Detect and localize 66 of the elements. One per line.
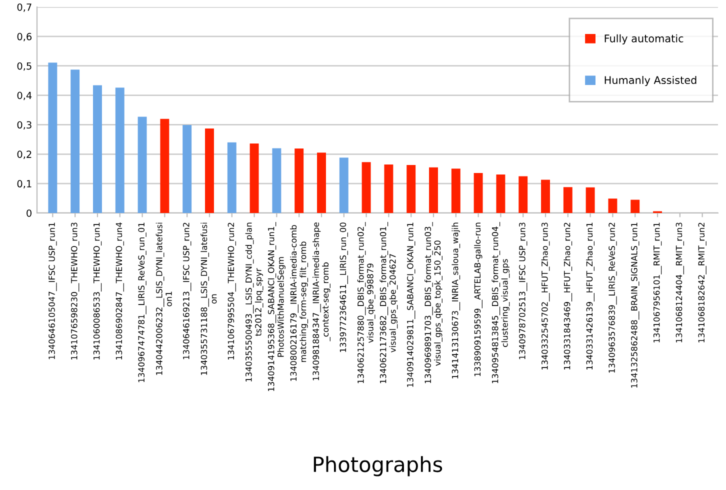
- x-tick-label: 1340981884347__INRIA-imedia-shape_context-seg_romb: [312, 222, 330, 380]
- x-tick-label: 1341325862488__BRAIN_SIGNALS_run1: [631, 222, 640, 388]
- x-tick-label: 1340963576839__LIRIS_ReVeS_run2: [608, 222, 617, 373]
- y-tick-label: 0,3: [17, 121, 32, 130]
- bar: [205, 128, 214, 213]
- bar: [362, 162, 371, 213]
- x-axis-title: Photographs: [314, 456, 442, 476]
- bar: [272, 148, 282, 213]
- x-tick-label: 1341068182642__RMIT_run2: [698, 222, 706, 342]
- bar: [384, 164, 394, 213]
- bar: [518, 176, 528, 213]
- x-tick-label: 1340914029811__SABANCI_OKAN_run1: [407, 222, 416, 387]
- x-tick-label: 1340646105047__IFSC USP_run1: [48, 222, 57, 360]
- bar: [496, 174, 506, 213]
- bar: [250, 144, 259, 213]
- bar: [294, 148, 304, 213]
- bar: [406, 165, 416, 213]
- x-tick-label: 1340331843469__HFUT_Zhao_run2: [564, 222, 572, 370]
- bar: [586, 187, 595, 213]
- x-tick-label: 1340355500493__LSIS_DYNI_cdd_plants2012_lpq_spyr: [245, 222, 264, 382]
- x-tick-label: 1340800216179__INRIA-imedia-comb matching_form-seg_filt_romb: [290, 225, 308, 381]
- y-tick-label: 0,4: [17, 92, 32, 100]
- bar: [429, 167, 438, 213]
- bar: [93, 85, 102, 213]
- x-tick-label: 1341067995504__THEWHO_run2: [228, 222, 236, 360]
- x-tick-label: 1340967474781__LIRIS_ReVeS_run_01: [138, 222, 146, 382]
- bar: [317, 152, 326, 213]
- x-tick-label: 1341413130673__INRIA_saloua_wajih: [452, 222, 460, 378]
- x-tick-label: 1340978702513__IFSC USP_run3: [519, 222, 528, 360]
- y-tick-label: 0: [26, 209, 32, 217]
- x-tick-label: 1340646169213__IFSC USP_run2: [183, 222, 192, 360]
- x-tick-label: 1340331426139__HFUT_Zhao_run1: [586, 222, 594, 370]
- bar: [48, 62, 58, 213]
- x-tick-label: 1341076598230__THEWHO_run3: [71, 222, 80, 360]
- bar: [474, 172, 483, 213]
- x-tick-label: 1338909159599__ARTELAB-gallo-run: [474, 222, 482, 376]
- bar: [630, 200, 640, 213]
- y-tick-label: 0,5: [17, 62, 32, 71]
- bar: [182, 125, 192, 213]
- bar: [160, 118, 170, 213]
- bar: [541, 180, 550, 213]
- bar: [339, 158, 348, 213]
- x-tick-label: 1339772364611__LIRIS_run_00: [340, 222, 348, 352]
- x-tick-label: 1340332545702__HFUT_Zhao_run3: [541, 222, 550, 370]
- legend-label: Fully automatic: [604, 34, 684, 44]
- x-tick-label: 1340621173682__DBIS_format_run01_visual_gps_qbe_204627: [380, 222, 398, 384]
- x-tick-label: 1341060086533__THEWHO_run1: [93, 222, 102, 360]
- legend-label: Humanly Assisted: [604, 76, 696, 86]
- bar: [563, 187, 572, 213]
- y-tick-label: 0,6: [17, 32, 32, 42]
- bar: [227, 142, 236, 213]
- x-tick-label: 1341068124404__RMIT_run3: [676, 222, 684, 342]
- x-tick-label: 1341067956101__RMIT_run1: [653, 222, 662, 342]
- x-tick-label: 1340442006232__LSIS_DYNI_latefusion1: [156, 222, 172, 375]
- x-tick-label: 1340355731188__LSIS_DYNI_latefusion: [200, 222, 217, 375]
- bar: [115, 88, 124, 213]
- bar: [608, 198, 618, 213]
- x-tick-label: 1341086902847__THEWHO_run4: [116, 222, 124, 360]
- y-tick-label: 0,7: [17, 3, 32, 12]
- x-tick-label: 1340621257880__DBIS_format_run02_visual_qbe_998879: [357, 222, 376, 384]
- x-tick-label: 1340954813845__DBIS_format_run04_clustering_visual_gps: [492, 222, 510, 384]
- bar: [138, 116, 147, 213]
- y-tick-label: 0,2: [17, 150, 32, 159]
- bar: [70, 70, 80, 213]
- bar: [451, 168, 460, 213]
- y-tick-label: 0,1: [17, 180, 32, 188]
